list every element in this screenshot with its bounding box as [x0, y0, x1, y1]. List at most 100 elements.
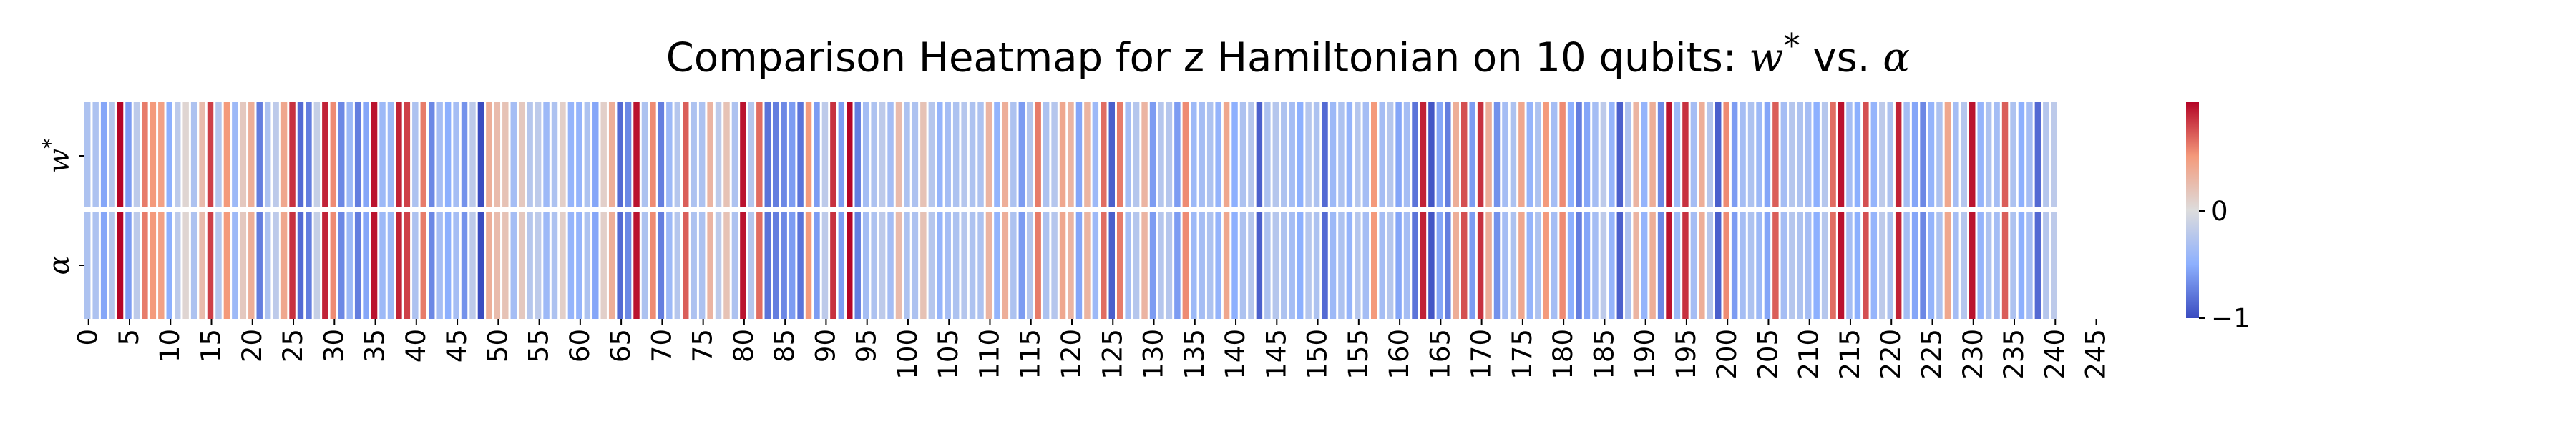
heatmap-cell: [1420, 212, 1427, 319]
heatmap-cell: [1125, 102, 1131, 207]
heatmap-cell: [920, 102, 927, 207]
heatmap-cell: [1747, 212, 1755, 319]
heatmap-cell: [1666, 102, 1672, 207]
heatmap-cell: [1355, 212, 1361, 319]
heatmap-cell: [1191, 212, 1197, 319]
heatmap-cell: [756, 102, 763, 207]
heatmap-cell: [1838, 212, 1845, 319]
x-tick-label: 215: [1835, 329, 1865, 380]
heatmap-cell: [731, 212, 738, 319]
heatmap-cell: [1813, 212, 1820, 319]
heatmap-cell: [715, 102, 722, 207]
heatmap-cell: [1002, 102, 1009, 207]
heatmap-cell: [838, 212, 845, 319]
heatmap-cell: [1699, 212, 1705, 319]
heatmap-cell: [1780, 102, 1787, 207]
heatmap-cell: [1756, 102, 1762, 207]
heatmap-cell: [1559, 102, 1566, 207]
heatmap-cell: [1740, 102, 1746, 207]
heatmap-cell: [117, 212, 124, 319]
heatmap-cell: [429, 212, 435, 319]
heatmap-cell: [1518, 102, 1525, 207]
heatmap-cell: [584, 212, 591, 319]
heatmap-cell: [723, 212, 730, 319]
heatmap-cell: [2026, 102, 2033, 207]
heatmap-cell: [945, 212, 951, 319]
heatmap-cell: [1838, 102, 1845, 207]
heatmap-cell: [1592, 212, 1599, 319]
chart-title-prefix: Comparison Heatmap for z Hamiltonian on …: [665, 34, 1750, 82]
x-tick-label: 245: [2081, 329, 2112, 380]
heatmap-cell: [592, 102, 599, 207]
heatmap-cell: [912, 212, 919, 319]
x-tick-label: 145: [1261, 329, 1292, 380]
heatmap-cell: [1535, 102, 1541, 207]
heatmap-cell: [1854, 212, 1861, 319]
heatmap-cell: [1813, 102, 1820, 207]
heatmap-cell: [1174, 102, 1181, 207]
heatmap-cell: [723, 102, 730, 207]
heatmap-cell: [1493, 212, 1501, 319]
heatmap-cell: [608, 212, 615, 319]
heatmap-cell: [1977, 212, 1984, 319]
heatmap-cell: [264, 102, 271, 207]
heatmap-cell: [1600, 212, 1607, 319]
heatmap-cell: [1961, 212, 1968, 319]
heatmap-cell: [567, 212, 575, 319]
heatmap-cell: [477, 102, 484, 207]
heatmap-cell: [2018, 212, 2025, 319]
heatmap-cell: [486, 102, 492, 207]
heatmap-cell: [961, 212, 967, 319]
heatmap-cell: [199, 102, 205, 207]
x-tick-label: 75: [688, 329, 718, 363]
heatmap-cell: [592, 212, 599, 319]
heatmap-cell: [1477, 212, 1484, 319]
heatmap-cell: [838, 102, 845, 207]
heatmap-cell: [1346, 212, 1353, 319]
heatmap-cell: [1944, 212, 1951, 319]
y-row-label-sup: *: [39, 139, 62, 149]
chart-title-mid: vs.: [1800, 34, 1883, 82]
heatmap-cell: [1166, 102, 1173, 207]
heatmap-cell: [215, 212, 222, 319]
heatmap-cell: [1747, 102, 1755, 207]
heatmap-cell: [1584, 102, 1591, 207]
x-tick-label: 190: [1630, 329, 1661, 380]
heatmap-cells: [84, 102, 2057, 319]
heatmap-cell: [1322, 212, 1328, 319]
heatmap-cell: [1920, 102, 1926, 207]
heatmap-cell: [1297, 212, 1304, 319]
heatmap-cell: [346, 212, 353, 319]
heatmap-cell: [895, 102, 902, 207]
heatmap-cell: [805, 102, 812, 207]
heatmap-cell: [313, 212, 321, 319]
heatmap-cell: [1690, 212, 1697, 319]
heatmap-cell: [871, 102, 877, 207]
heatmap-cell: [1403, 212, 1410, 319]
heatmap-cell: [1543, 102, 1549, 207]
x-tick-label: 235: [1999, 329, 2029, 380]
heatmap-cell: [633, 212, 640, 319]
heatmap-cell: [977, 212, 984, 319]
heatmap-cell: [1797, 212, 1803, 319]
heatmap-cell: [1108, 102, 1115, 207]
heatmap-cell: [937, 212, 943, 319]
heatmap-cell: [322, 212, 328, 319]
heatmap-cell: [330, 102, 337, 207]
x-tick-label: 90: [810, 329, 841, 363]
heatmap-cell: [510, 212, 517, 319]
x-tick-label: 150: [1302, 329, 1333, 380]
heatmap-cell: [854, 102, 861, 207]
heatmap-cell: [952, 212, 960, 319]
heatmap-cell: [715, 212, 722, 319]
heatmap-cell: [444, 102, 452, 207]
heatmap-cell: [354, 212, 361, 319]
heatmap-cell: [1297, 102, 1304, 207]
heatmap-cell: [1953, 102, 1959, 207]
heatmap-cell: [322, 102, 328, 207]
x-tick-label: 165: [1425, 329, 1455, 380]
heatmap-cell: [2001, 102, 2009, 207]
heatmap-cell: [1133, 212, 1140, 319]
heatmap-cell: [518, 212, 525, 319]
heatmap-cell: [1740, 212, 1746, 319]
